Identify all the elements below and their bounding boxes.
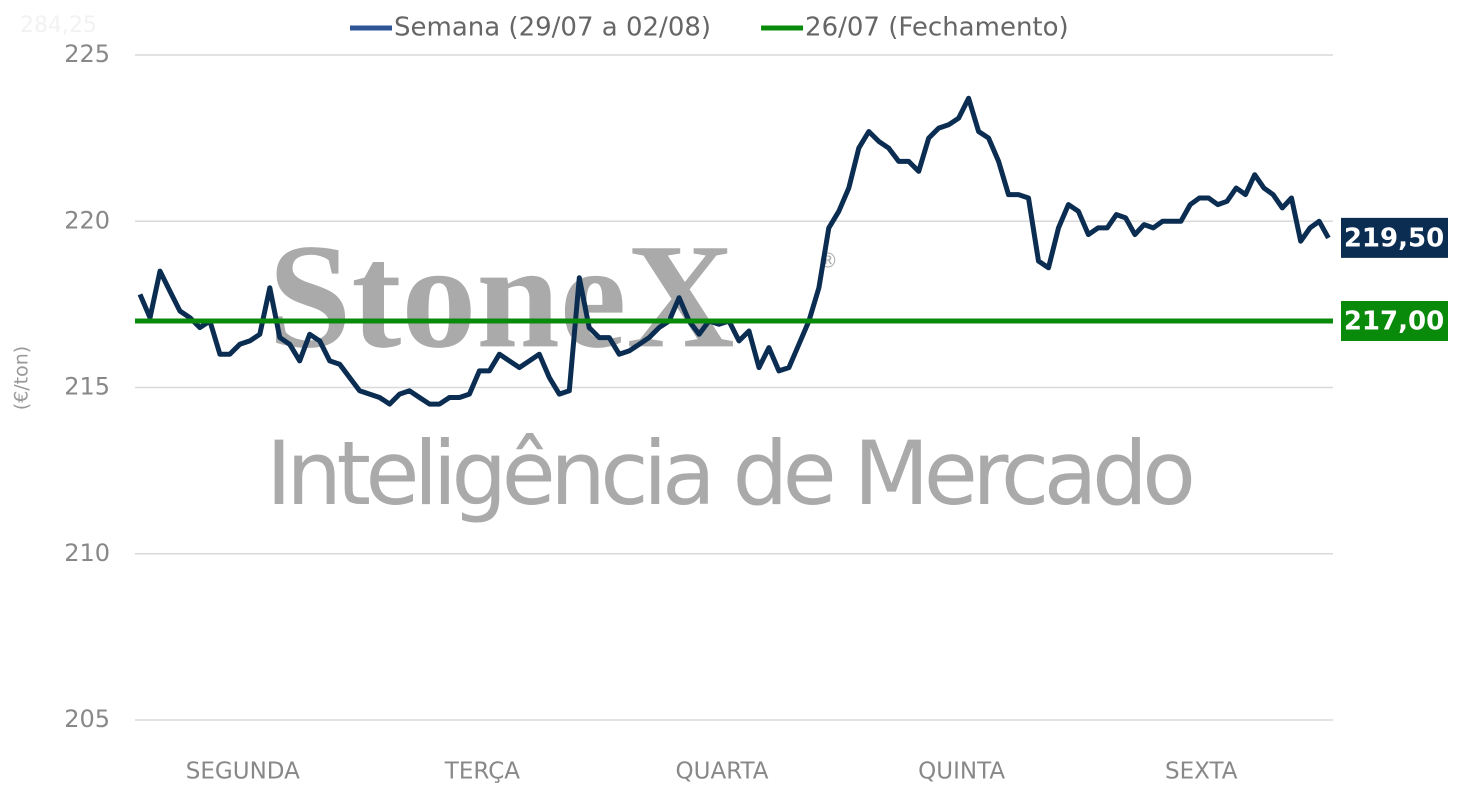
- value-label: 217,00: [1341, 301, 1448, 341]
- y-tick-label: 210: [64, 539, 110, 567]
- value-label-text: 217,00: [1344, 307, 1444, 337]
- corner-text: 284,25: [20, 13, 97, 38]
- x-tick-label: TERÇA: [444, 759, 520, 785]
- watermark: StoneX ® Inteligência de Mercado: [266, 213, 1196, 525]
- plot: [135, 95, 1333, 407]
- value-label-box: [1341, 301, 1448, 341]
- legend: Semana (29/07 a 02/08) 26/07 (Fechamento): [350, 13, 1069, 43]
- value-label-text: 219,50: [1344, 223, 1444, 253]
- x-tick-label: QUINTA: [918, 759, 1005, 785]
- y-tick-label: 215: [64, 373, 110, 401]
- watermark-brand: StoneX: [268, 213, 735, 379]
- y-axis-label: (€/ton): [11, 346, 33, 410]
- x-tick-label: QUARTA: [676, 759, 769, 785]
- series-line: [137, 95, 1331, 407]
- legend-label: 26/07 (Fechamento): [805, 13, 1069, 43]
- y-tick-label: 205: [64, 705, 110, 733]
- grid: [135, 54, 1333, 721]
- value-label-box: [1341, 217, 1448, 258]
- x-tick-label: SEXTA: [1165, 759, 1238, 785]
- y-tick-label: 220: [64, 206, 110, 234]
- legend-label: Semana (29/07 a 02/08): [394, 13, 711, 43]
- y-tick-label: 225: [64, 40, 110, 68]
- x-tick-label: SEGUNDA: [186, 759, 300, 785]
- value-label: 219,50: [1341, 217, 1448, 258]
- watermark-tagline: Inteligência de Mercado: [266, 422, 1196, 525]
